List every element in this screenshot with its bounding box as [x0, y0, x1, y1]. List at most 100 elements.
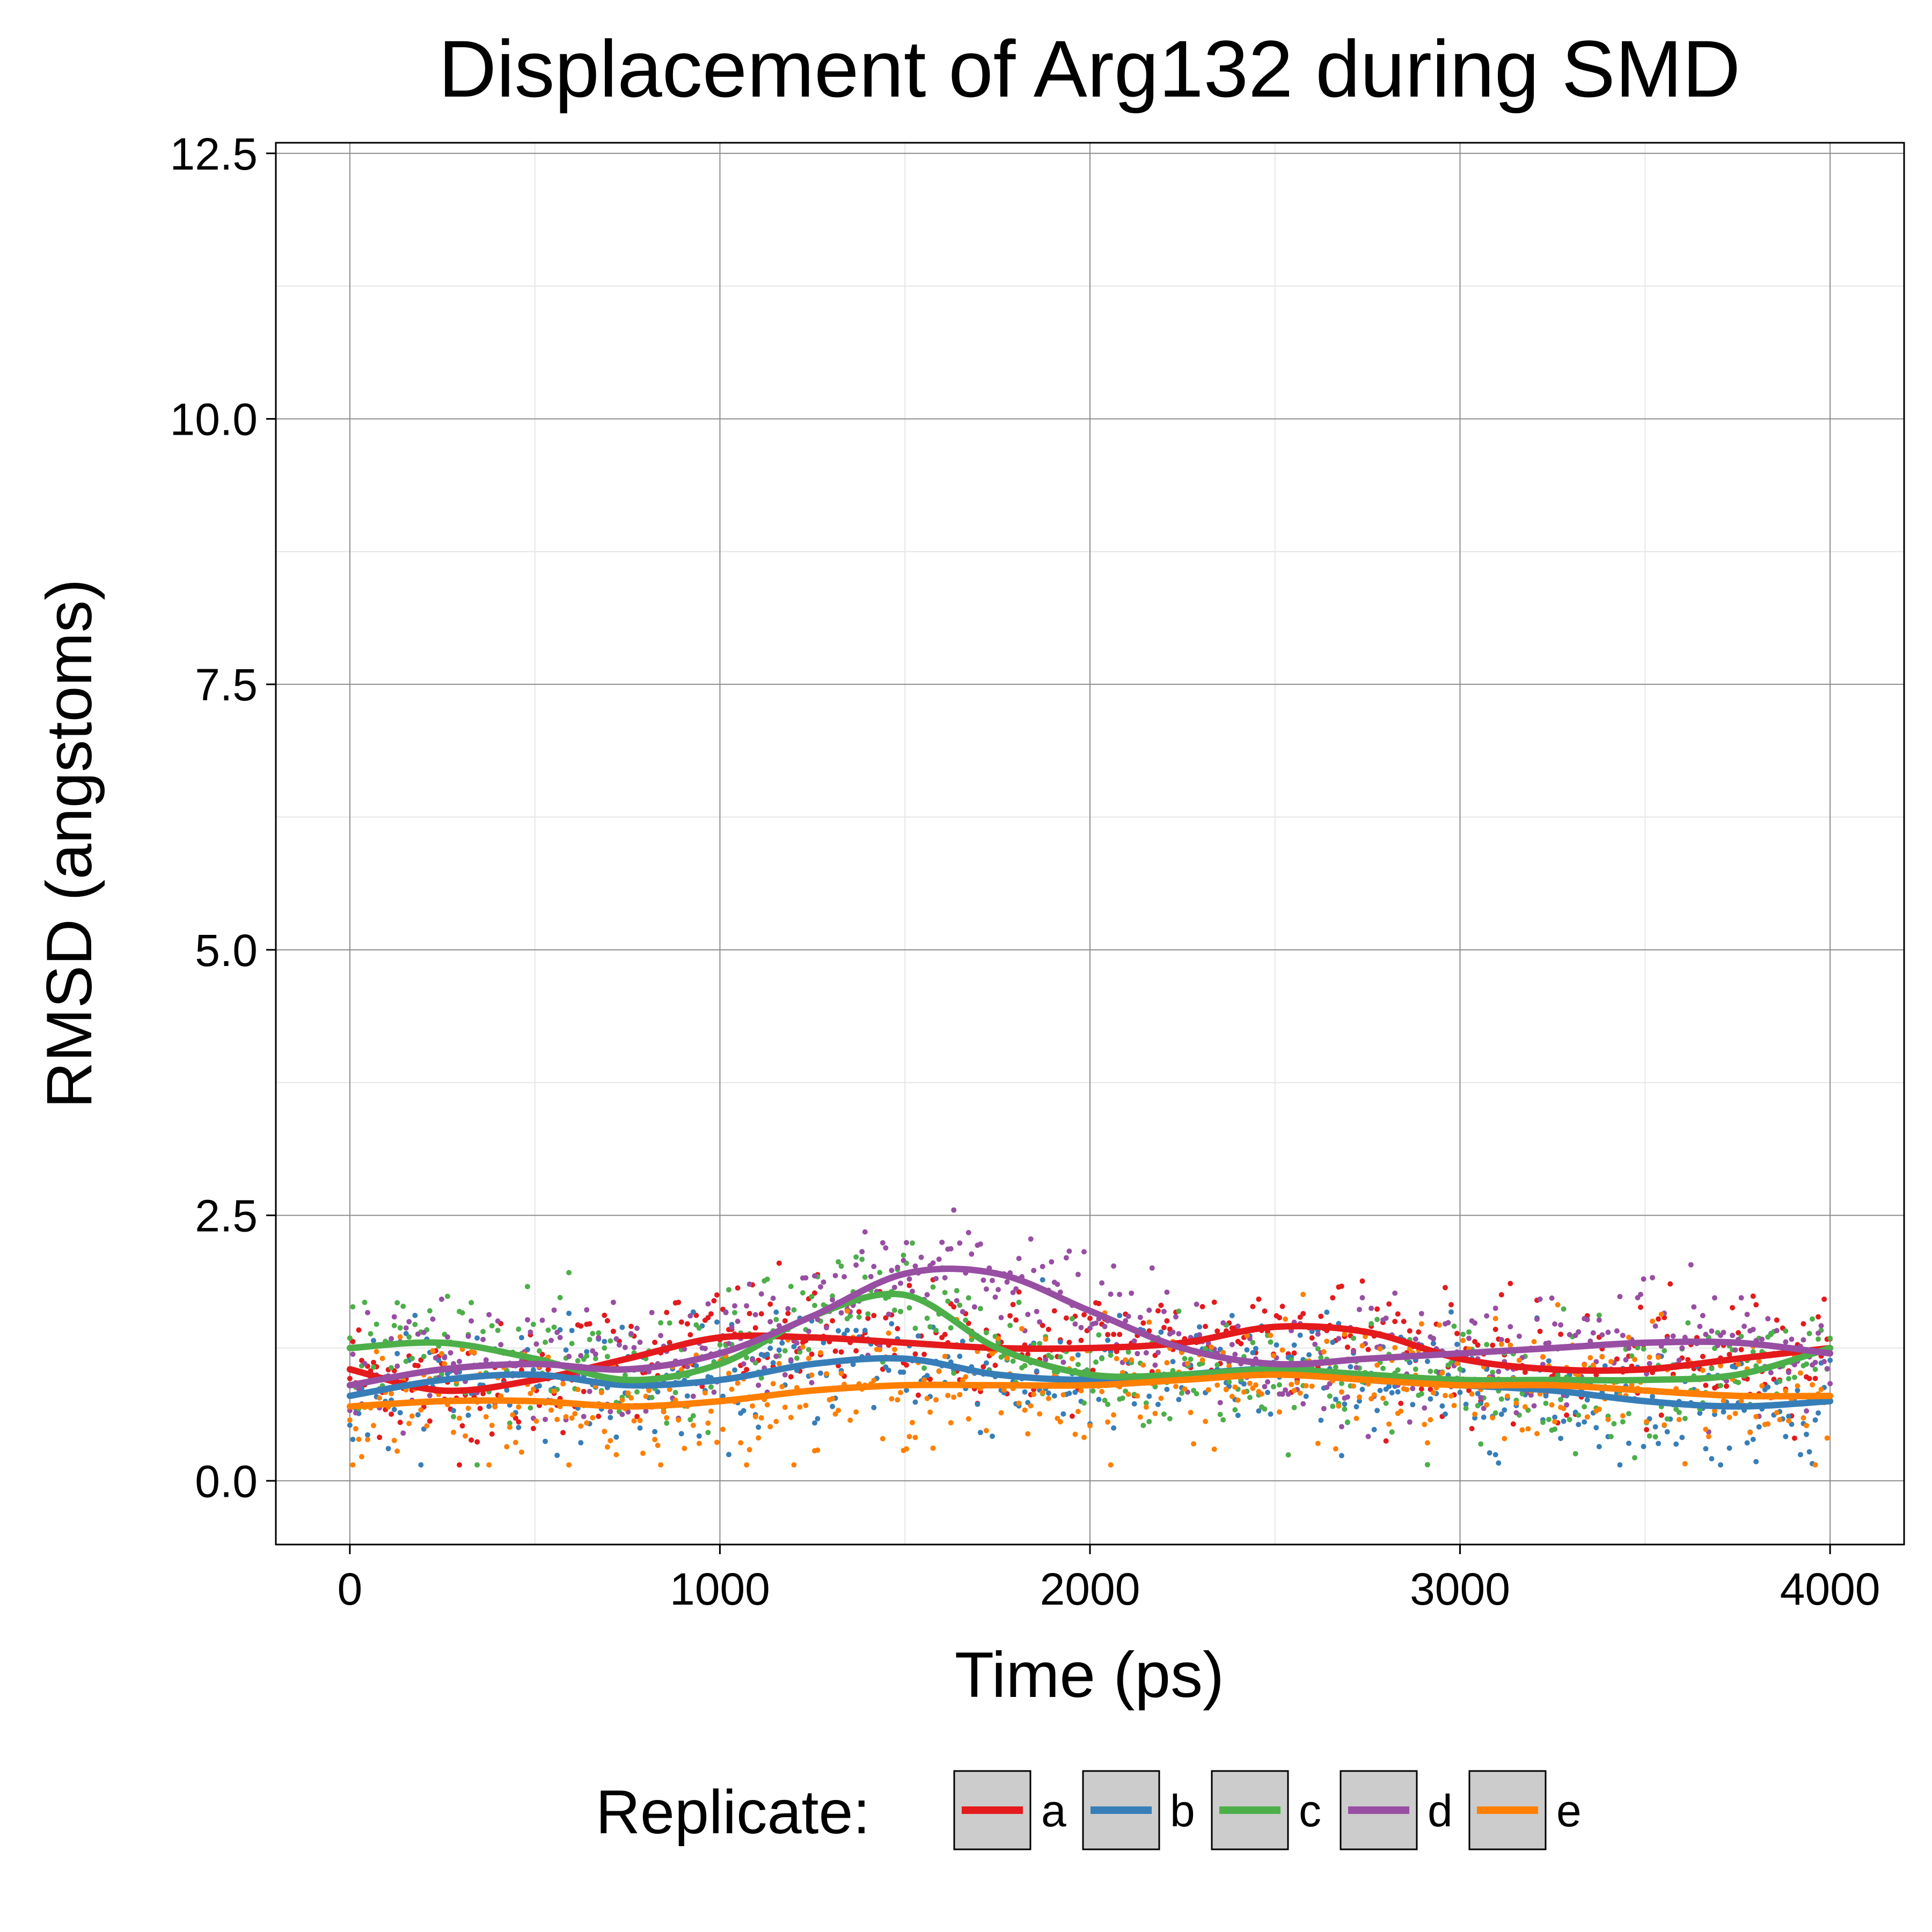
data-point [489, 1323, 495, 1329]
data-point [1726, 1415, 1732, 1420]
data-point [983, 1330, 989, 1336]
data-point [1386, 1301, 1392, 1307]
data-point [714, 1292, 720, 1298]
data-point [1374, 1408, 1380, 1414]
data-point [1469, 1426, 1475, 1431]
legend-label: d [1428, 1785, 1453, 1836]
data-point [397, 1334, 403, 1340]
data-point [1413, 1366, 1418, 1372]
data-point [821, 1340, 826, 1345]
data-point [838, 1349, 844, 1355]
data-point [486, 1403, 492, 1409]
data-point [1673, 1441, 1679, 1447]
data-point [818, 1284, 823, 1290]
data-point [575, 1358, 581, 1364]
data-point [1338, 1453, 1344, 1459]
data-point [1229, 1394, 1235, 1399]
data-point [809, 1294, 815, 1300]
data-point [1078, 1337, 1084, 1343]
legend-item-a: a [953, 1770, 1066, 1850]
data-point [427, 1393, 433, 1399]
data-point [1777, 1378, 1783, 1384]
data-point [904, 1446, 909, 1452]
data-point [598, 1389, 604, 1395]
data-point [1662, 1422, 1667, 1428]
data-point [965, 1230, 971, 1235]
data-point [371, 1338, 376, 1343]
data-point [1472, 1415, 1478, 1421]
data-point [711, 1389, 717, 1395]
data-point [584, 1349, 590, 1355]
data-point [744, 1355, 750, 1360]
data-point [1510, 1421, 1516, 1427]
plot-panel [275, 142, 1905, 1546]
data-point [877, 1346, 883, 1352]
data-point [904, 1387, 909, 1393]
data-point [1789, 1336, 1795, 1342]
data-point [735, 1285, 741, 1291]
data-point [610, 1328, 616, 1334]
data-point [794, 1340, 800, 1346]
data-point [1791, 1362, 1797, 1367]
data-point [1466, 1329, 1472, 1335]
data-point [377, 1395, 383, 1401]
data-point [921, 1365, 927, 1371]
data-point [1534, 1431, 1540, 1437]
legend: Replicate: a b c d e [596, 1770, 1582, 1850]
data-point [608, 1415, 613, 1421]
data-point [1125, 1313, 1131, 1319]
data-point [1232, 1407, 1238, 1413]
data-point [1507, 1342, 1513, 1348]
data-point [1750, 1349, 1756, 1355]
data-point [1060, 1411, 1066, 1417]
data-point [1712, 1295, 1717, 1301]
data-point [1502, 1436, 1507, 1441]
data-point [1801, 1415, 1806, 1421]
data-point [1146, 1393, 1152, 1399]
data-point [1285, 1452, 1291, 1458]
data-point [543, 1416, 548, 1422]
data-point [965, 1295, 971, 1301]
data-point [602, 1312, 608, 1318]
data-point [379, 1356, 385, 1362]
data-point [812, 1273, 817, 1279]
data-point [690, 1393, 696, 1399]
data-point [554, 1417, 560, 1422]
data-point [945, 1298, 951, 1304]
data-point [1424, 1440, 1430, 1446]
data-point [1626, 1411, 1631, 1417]
data-point [1617, 1462, 1623, 1468]
data-point [1656, 1316, 1662, 1322]
data-point [1170, 1329, 1176, 1335]
data-point [998, 1315, 1004, 1321]
data-point [696, 1440, 702, 1446]
data-point [608, 1338, 613, 1344]
data-point [1492, 1410, 1498, 1416]
data-point [1232, 1384, 1238, 1390]
data-point [389, 1365, 394, 1371]
data-point [667, 1320, 672, 1326]
data-point [1801, 1337, 1806, 1343]
data-point [1736, 1380, 1741, 1386]
data-point [960, 1338, 965, 1344]
data-point [1496, 1460, 1502, 1466]
data-point [507, 1424, 513, 1430]
data-point [895, 1326, 901, 1331]
data-point [350, 1462, 356, 1468]
data-point [889, 1268, 895, 1274]
data-point [1629, 1382, 1635, 1388]
data-point [1484, 1342, 1490, 1348]
data-point [1099, 1389, 1105, 1394]
data-point [1614, 1328, 1620, 1334]
data-point [1691, 1304, 1697, 1310]
data-point [1596, 1317, 1602, 1323]
data-point [569, 1341, 575, 1346]
data-point [1816, 1330, 1821, 1336]
data-point [1022, 1407, 1028, 1413]
data-point [1265, 1379, 1270, 1385]
data-point [1049, 1355, 1055, 1360]
data-point [1448, 1309, 1454, 1315]
data-point [918, 1254, 924, 1260]
data-point [613, 1336, 619, 1342]
data-point [1392, 1290, 1398, 1296]
